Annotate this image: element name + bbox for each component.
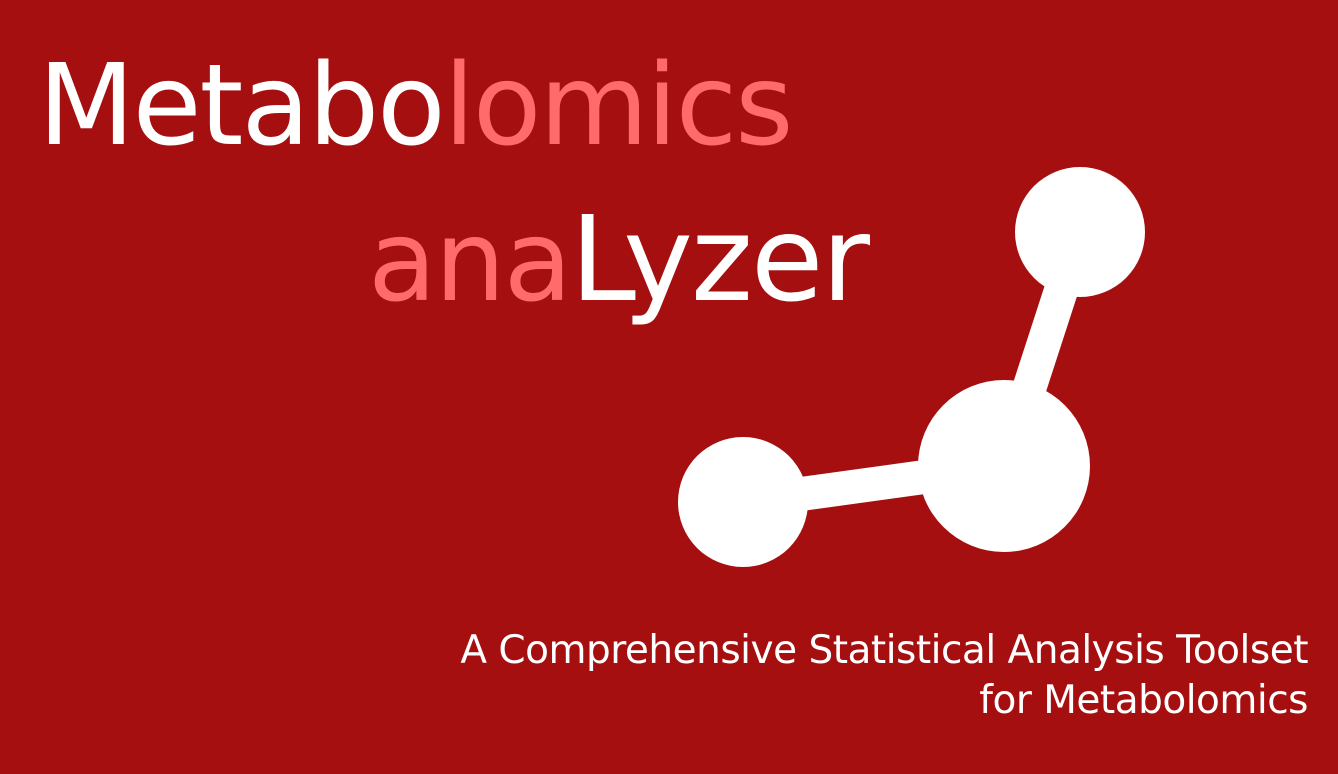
title-lyzer: Lyzer	[570, 190, 870, 328]
title-line-1: Metabolomics	[38, 50, 793, 162]
title-metabo: Metabo	[38, 41, 446, 171]
title-ana: ana	[368, 197, 572, 327]
title-line-2: anaLyzer	[368, 200, 870, 318]
title-lomics: lomics	[443, 41, 794, 171]
molecule-atom-center	[918, 380, 1090, 552]
molecule-atom-left	[678, 437, 808, 567]
tagline-line-1: A Comprehensive Statistical Analysis Too…	[460, 628, 1308, 673]
tagline-line-2: for Metabolomics	[979, 678, 1308, 723]
tagline: A Comprehensive Statistical Analysis Too…	[208, 626, 1308, 726]
molecule-atom-top	[1015, 167, 1145, 297]
